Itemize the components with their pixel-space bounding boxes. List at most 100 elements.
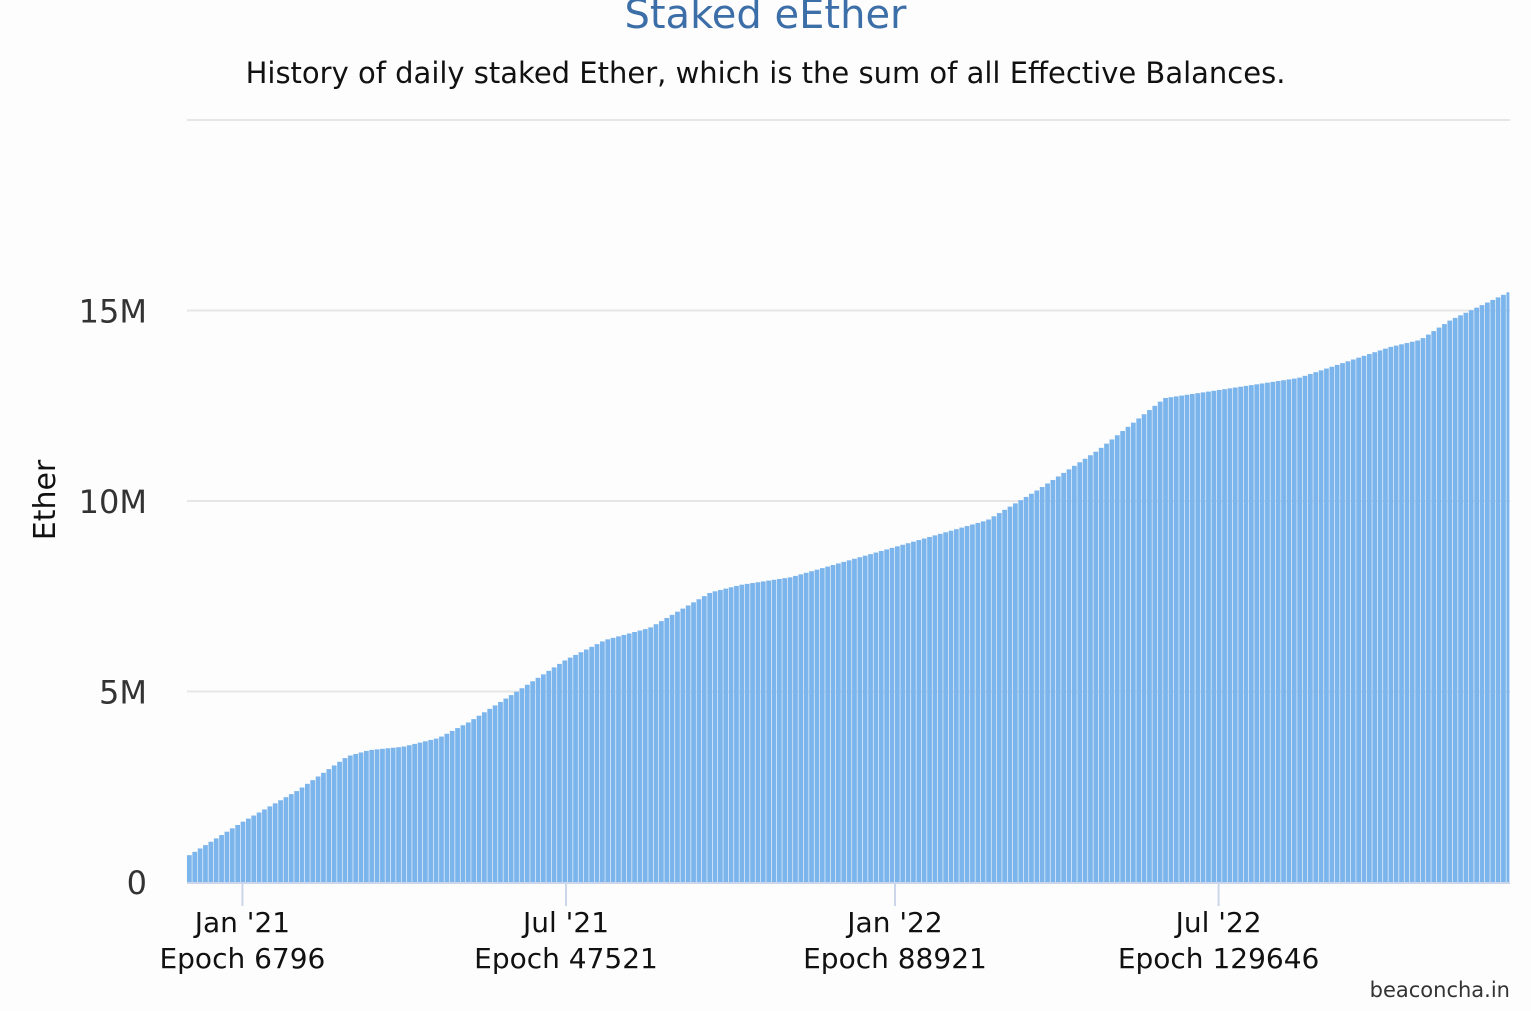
bar — [476, 715, 482, 882]
bar — [551, 667, 557, 882]
bar — [267, 806, 273, 882]
bar — [197, 848, 203, 882]
bar — [1243, 385, 1249, 882]
bar — [1104, 443, 1109, 882]
bar — [819, 568, 825, 882]
bar — [1232, 387, 1238, 882]
bar — [1420, 338, 1426, 882]
bar — [1136, 418, 1142, 882]
bar — [868, 554, 873, 882]
bar — [616, 636, 621, 882]
bar — [937, 533, 943, 882]
bar — [1388, 346, 1394, 882]
bar — [1452, 317, 1458, 882]
bar — [213, 838, 219, 882]
bar — [406, 745, 412, 882]
bar — [1045, 483, 1050, 882]
bar — [1307, 374, 1313, 882]
bar — [256, 812, 262, 882]
bar — [203, 845, 208, 882]
bar — [487, 708, 493, 882]
bar — [669, 614, 675, 882]
bar — [272, 803, 278, 882]
bar — [498, 701, 503, 882]
bar — [353, 753, 359, 882]
bar — [1313, 372, 1319, 882]
bar — [439, 736, 444, 882]
bar — [208, 841, 214, 882]
bar — [1189, 393, 1195, 882]
bar — [835, 563, 841, 882]
bar — [782, 578, 788, 882]
bar — [1377, 350, 1383, 882]
bar — [970, 524, 975, 882]
bar — [1297, 377, 1303, 882]
bar — [369, 749, 375, 882]
bar — [337, 761, 342, 882]
bar — [798, 574, 804, 882]
bar — [1324, 368, 1329, 882]
bar — [1265, 382, 1270, 882]
bar — [1318, 370, 1324, 882]
bar — [755, 582, 761, 882]
bar — [1050, 479, 1056, 882]
bar — [691, 602, 696, 882]
bar — [219, 835, 224, 882]
bar — [1023, 496, 1029, 882]
bar — [862, 555, 868, 882]
bar — [535, 677, 541, 882]
bar — [567, 657, 573, 882]
bar — [1200, 392, 1206, 882]
bar — [852, 558, 857, 882]
bar — [1495, 297, 1501, 882]
bar — [873, 552, 879, 882]
bar — [342, 758, 348, 882]
bar — [1506, 292, 1510, 882]
bar — [664, 617, 670, 882]
bar — [1173, 396, 1179, 882]
bar — [1066, 469, 1072, 882]
bar — [1039, 487, 1045, 882]
bar — [1211, 390, 1217, 882]
bar — [1061, 472, 1067, 882]
bar — [1077, 462, 1083, 882]
bar — [240, 821, 246, 882]
bar — [358, 752, 364, 882]
y-tick-label: 10M — [79, 483, 147, 521]
bar — [809, 571, 814, 882]
bar — [1442, 324, 1447, 882]
bar — [1270, 381, 1276, 882]
bar — [455, 728, 460, 882]
bar — [1152, 405, 1158, 882]
bar — [1120, 431, 1126, 882]
bar — [1163, 397, 1168, 882]
bar — [1501, 294, 1506, 882]
bar — [680, 608, 686, 882]
bar — [1012, 503, 1018, 882]
bar — [1227, 388, 1233, 882]
bar — [519, 688, 525, 882]
bar — [766, 580, 772, 882]
bar — [1168, 397, 1174, 882]
bar — [433, 738, 439, 882]
bar — [1291, 378, 1297, 882]
bar — [1034, 490, 1040, 882]
bar — [1404, 343, 1410, 883]
bar — [1468, 310, 1474, 882]
bar — [1254, 384, 1260, 882]
bar — [685, 605, 691, 882]
bar — [1109, 439, 1115, 882]
bar — [315, 776, 321, 882]
bar — [621, 634, 627, 882]
bar — [363, 750, 369, 882]
bar — [943, 532, 949, 882]
credit-link[interactable]: beaconcha.in — [1369, 978, 1510, 1002]
bar — [1007, 506, 1013, 882]
bar — [1474, 307, 1480, 882]
bar — [927, 536, 932, 882]
bar — [953, 529, 959, 882]
bar — [889, 547, 895, 882]
y-tick-label: 15M — [79, 293, 147, 331]
bar — [610, 637, 616, 882]
bar — [471, 719, 477, 882]
